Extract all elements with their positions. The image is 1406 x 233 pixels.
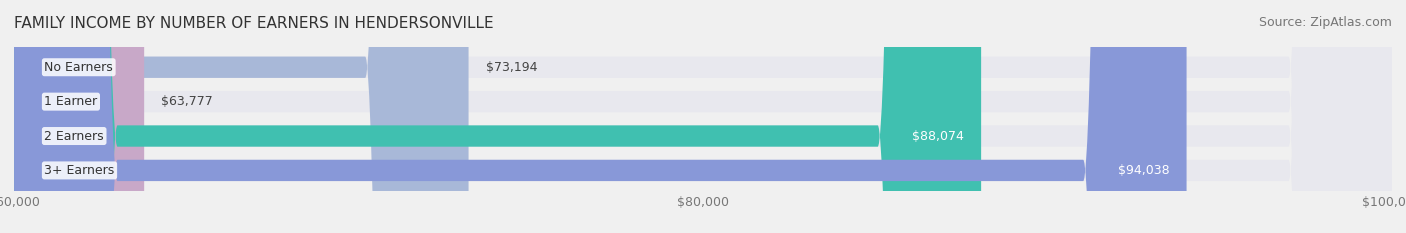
Text: $63,777: $63,777 — [162, 95, 214, 108]
FancyBboxPatch shape — [14, 0, 981, 233]
Text: No Earners: No Earners — [45, 61, 112, 74]
Text: Source: ZipAtlas.com: Source: ZipAtlas.com — [1258, 16, 1392, 29]
Text: $94,038: $94,038 — [1118, 164, 1170, 177]
FancyBboxPatch shape — [14, 0, 1392, 233]
FancyBboxPatch shape — [14, 0, 1392, 233]
FancyBboxPatch shape — [14, 0, 145, 233]
FancyBboxPatch shape — [14, 0, 1187, 233]
Text: $73,194: $73,194 — [486, 61, 537, 74]
Text: 2 Earners: 2 Earners — [45, 130, 104, 143]
FancyBboxPatch shape — [14, 0, 1392, 233]
Text: 1 Earner: 1 Earner — [45, 95, 97, 108]
Text: 3+ Earners: 3+ Earners — [45, 164, 115, 177]
Text: $88,074: $88,074 — [912, 130, 965, 143]
FancyBboxPatch shape — [14, 0, 1392, 233]
FancyBboxPatch shape — [14, 0, 468, 233]
Text: FAMILY INCOME BY NUMBER OF EARNERS IN HENDERSONVILLE: FAMILY INCOME BY NUMBER OF EARNERS IN HE… — [14, 16, 494, 31]
